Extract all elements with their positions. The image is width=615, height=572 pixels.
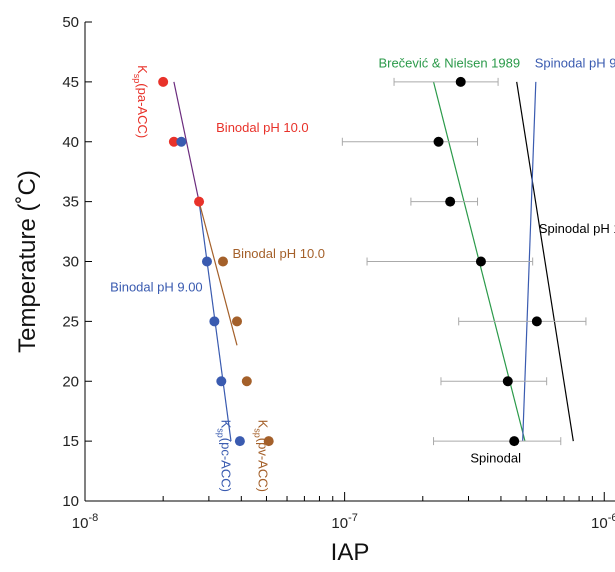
y-tick-label: 45 bbox=[62, 74, 79, 91]
x-tick-label: 10-8 bbox=[72, 512, 98, 532]
annotation-label: Binodal pH 9.00 bbox=[110, 279, 203, 294]
data-point-black bbox=[455, 76, 466, 87]
data-point-blue bbox=[209, 316, 220, 327]
fit-line-black bbox=[516, 81, 574, 442]
y-tick-label: 20 bbox=[62, 373, 79, 390]
data-point-black bbox=[531, 316, 542, 327]
fit-line-purple bbox=[173, 81, 200, 202]
y-tick-label: 50 bbox=[62, 14, 79, 31]
axes: 10 15 20 25 30 35 40 45 50 10-8 10-7 10-6 bbox=[62, 14, 615, 532]
data-point-brown bbox=[263, 436, 274, 447]
x-tick-label: 10-6 bbox=[591, 512, 615, 532]
data-point-brown bbox=[241, 376, 252, 387]
y-axis-title: Temperature (˚C) bbox=[14, 170, 41, 353]
y-tick-label: 10 bbox=[62, 493, 79, 510]
fit-line-brown bbox=[198, 201, 238, 346]
annotation-label: Spinodal pH 10.0 bbox=[539, 221, 615, 236]
x-tick-label: 10-7 bbox=[331, 512, 357, 532]
data-point-blue bbox=[216, 376, 227, 387]
x-axis-title: IAP bbox=[331, 539, 370, 566]
y-tick-label: 40 bbox=[62, 134, 79, 151]
annotations: Binodal pH 10.0 Binodal pH 9.00 Binodal pH… bbox=[110, 56, 615, 492]
annotation-label: Brečević & Nielsen 1989 bbox=[378, 56, 520, 71]
y-tick-label: 15 bbox=[62, 433, 79, 450]
data-point-black bbox=[502, 376, 513, 387]
error-bars bbox=[341, 77, 587, 446]
data-point-red bbox=[168, 136, 179, 147]
data-point-blue bbox=[234, 436, 245, 447]
y-tick-label: 30 bbox=[62, 254, 79, 271]
data-point-brown bbox=[217, 256, 228, 267]
annotation-label: Spinodal pH 9.00 bbox=[535, 56, 615, 71]
data-point-blue bbox=[201, 256, 212, 267]
data-point-black bbox=[509, 436, 520, 447]
ksp-label: Ksp(pv-ACC) bbox=[252, 420, 270, 492]
data-point-black bbox=[475, 256, 486, 267]
data-point-black bbox=[445, 196, 456, 207]
annotation-label: Binodal pH 10.0 bbox=[216, 120, 309, 135]
data-point-blue bbox=[176, 136, 187, 147]
data-points bbox=[158, 76, 542, 447]
data-point-red bbox=[158, 76, 169, 87]
ksp-label: Ksp(pa-ACC) bbox=[132, 65, 150, 138]
data-point-brown bbox=[232, 316, 243, 327]
data-point-black bbox=[433, 136, 444, 147]
data-point-red bbox=[194, 196, 205, 207]
y-tick-label: 25 bbox=[62, 313, 79, 330]
annotation-label: Spinodal bbox=[470, 451, 521, 466]
y-tick-label: 35 bbox=[62, 194, 79, 211]
ksp-label: Ksp(pc-ACC) bbox=[215, 420, 233, 492]
annotation-label: Binodal pH 10.0 bbox=[233, 246, 326, 261]
